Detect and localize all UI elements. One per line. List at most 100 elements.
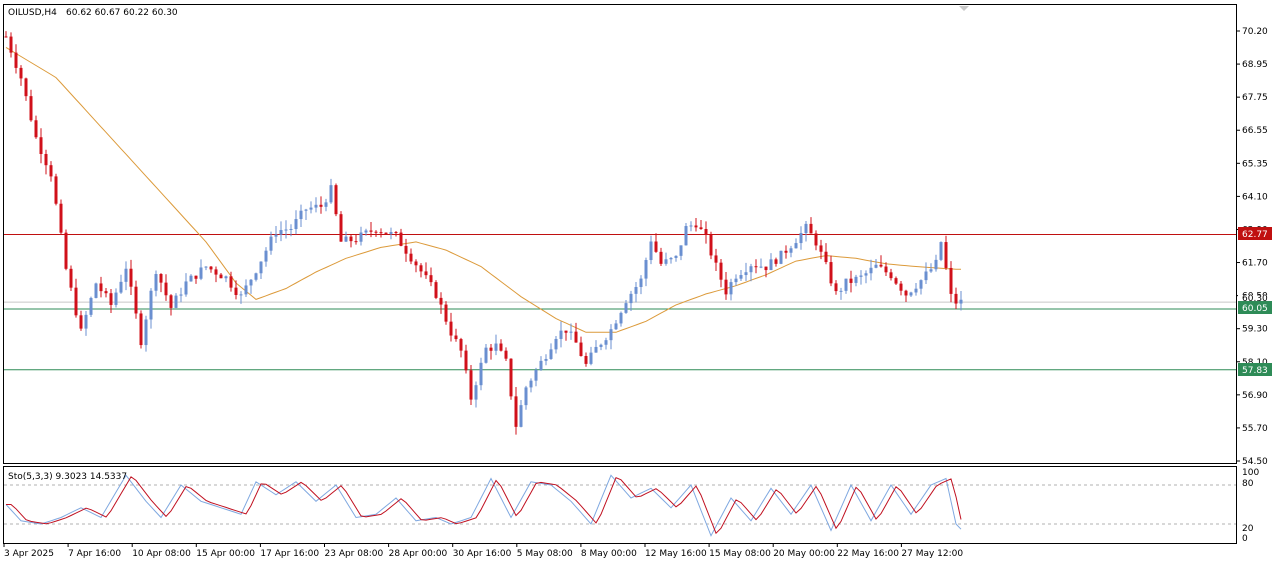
stoch-signal-line [6, 476, 962, 535]
candle-body [444, 304, 448, 322]
candle-body [294, 219, 298, 230]
candle-body [29, 96, 33, 121]
candle-body [744, 272, 748, 276]
candle-body [209, 266, 213, 270]
candle-body [464, 350, 468, 371]
candle-body [154, 274, 158, 291]
candle-body [834, 283, 838, 292]
candle-body [824, 251, 828, 263]
candle-body [404, 245, 408, 254]
stoch-tick-80: 80 [1242, 479, 1254, 489]
candle-body [419, 265, 423, 272]
candle-body [839, 290, 843, 292]
candle-body [264, 250, 268, 262]
symbol-label: OILUSD,H4 [8, 8, 57, 18]
time-axis: 3 Apr 2025 7 Apr 16:00 10 Apr 08:00 15 Apr … [3, 543, 963, 559]
candle-body [779, 250, 783, 264]
stoch-panel-frame [3, 466, 1237, 544]
candle-body [54, 176, 58, 204]
x-tick-label: 15 Apr 00:00 [196, 549, 255, 559]
candle-body [949, 267, 953, 294]
candle-body [659, 251, 663, 264]
candle-body [854, 276, 858, 283]
candle-body [284, 229, 288, 231]
candle-body [469, 370, 473, 400]
x-tick-label: 10 Apr 08:00 [132, 549, 191, 559]
candle-body [774, 259, 778, 264]
candle-body [489, 347, 493, 351]
stoch-tick-100: 100 [1242, 468, 1259, 478]
candle-body [484, 347, 488, 363]
ohlc-label: 60.62 60.67 60.22 60.30 [66, 8, 178, 18]
candle-body [44, 153, 48, 166]
candle-body [49, 165, 53, 177]
candle-body [309, 207, 313, 210]
candle-body [899, 283, 903, 291]
y-tick-label: 59.30 [1242, 325, 1268, 335]
candle-body [829, 262, 833, 284]
candle-body [504, 350, 508, 359]
candle-body [79, 315, 83, 329]
x-tick-label: 15 May 08:00 [709, 549, 771, 559]
candle-body [99, 283, 103, 292]
candle-body [914, 288, 918, 293]
stochastic-lines [4, 474, 1236, 537]
candle-body [4, 36, 8, 38]
stoch-tick-20: 20 [1242, 524, 1254, 534]
candle-body [919, 280, 923, 289]
candle-body [674, 255, 678, 258]
candle-body [364, 230, 368, 233]
candle-body [134, 286, 138, 314]
candle-body [874, 264, 878, 268]
candle-body [439, 297, 443, 305]
x-tick-label: 12 May 16:00 [645, 549, 707, 559]
candle-body [584, 356, 588, 364]
candle-body [304, 209, 308, 211]
support-upper-tag-bg [1238, 301, 1272, 314]
x-tick-label: 8 May 00:00 [581, 549, 637, 559]
candle-body [739, 275, 743, 279]
candle-body [624, 303, 628, 313]
candle-body [239, 294, 243, 296]
candle-body [494, 343, 498, 351]
candle-body [804, 223, 808, 234]
candle-body [324, 202, 328, 207]
price-panel-frame [3, 4, 1237, 464]
y-tick-label: 68.95 [1242, 60, 1268, 70]
candle-body [639, 278, 643, 288]
scroll-marker-icon[interactable] [959, 6, 969, 11]
y-tick-label: 61.70 [1242, 259, 1268, 269]
support-upper-tag: 60.05 [1242, 304, 1268, 314]
candle-body [669, 257, 673, 260]
candle-body [329, 185, 333, 203]
candle-body [14, 52, 18, 68]
candle-body [394, 232, 398, 234]
candle-body [479, 362, 483, 386]
candle-body [179, 294, 183, 296]
candle-body [784, 250, 788, 253]
moving-average [5, 46, 961, 333]
candle-body [84, 314, 88, 329]
candle-body [634, 287, 638, 294]
candle-body [764, 266, 768, 271]
candle-body [654, 241, 658, 252]
candle-body [789, 248, 793, 253]
candle-body [69, 268, 73, 288]
ma-line [5, 46, 961, 333]
candle-body [189, 275, 193, 282]
candle-body [144, 319, 148, 346]
candle-body [809, 223, 813, 234]
candle-body [124, 268, 128, 282]
candle-body [514, 396, 518, 427]
candle-body [714, 255, 718, 263]
candle-body [119, 281, 123, 293]
y-tick-label: 70.20 [1242, 27, 1268, 37]
candle-body [344, 236, 348, 242]
candle-body [599, 344, 603, 347]
candle-body [379, 232, 383, 234]
candle-body [769, 259, 773, 271]
candle-body [759, 266, 763, 268]
candle-body [204, 266, 208, 268]
candle-body [224, 276, 228, 279]
candle-body [509, 358, 513, 397]
